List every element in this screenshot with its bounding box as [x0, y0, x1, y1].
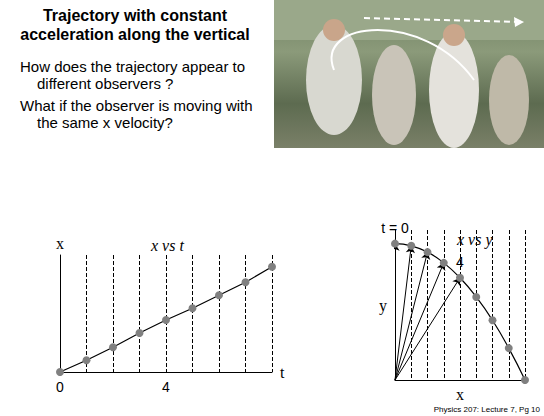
svg-text:0: 0 — [56, 379, 64, 395]
svg-text:y: y — [379, 297, 387, 315]
svg-text:x: x — [56, 235, 64, 252]
svg-text:x vs t: x vs t — [150, 237, 184, 254]
svg-text:x vs y: x vs y — [456, 231, 493, 249]
svg-text:t: t — [280, 364, 285, 381]
svg-text:x: x — [456, 386, 464, 403]
html-text:How does the trajectory appear: How does the trajectory appear to differ… — [20, 58, 246, 92]
html-text:What if the observer is moving: What if the observer is moving with the … — [20, 97, 253, 131]
svg-text:4: 4 — [162, 379, 170, 395]
svg-text:t = 0: t = 0 — [381, 220, 409, 236]
html-text:Trajectory with constant accel: Trajectory with constant acceleration al… — [20, 7, 250, 43]
html-text:Physics 207: Lecture 7, Pg 10: Physics 207: Lecture 7, Pg 10 — [433, 405, 540, 414]
svg-text:4: 4 — [456, 254, 464, 270]
